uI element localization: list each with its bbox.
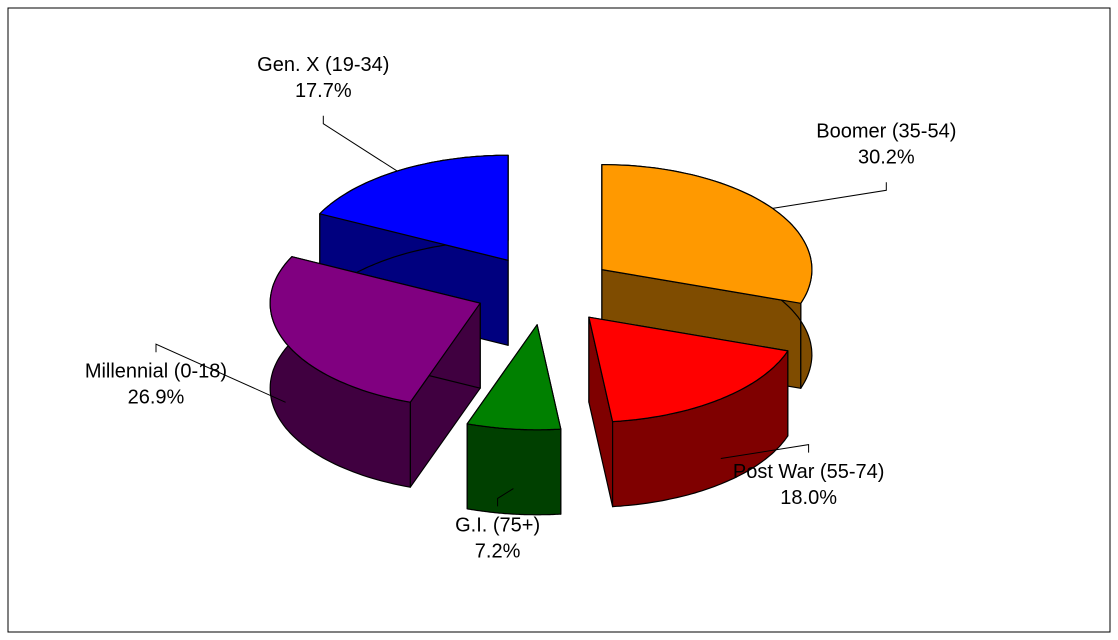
slice-top <box>269 256 481 403</box>
leader-line <box>155 343 286 403</box>
slice-label: Millennial (0-18) <box>85 360 227 382</box>
chart-frame <box>7 7 1111 633</box>
slice-top <box>588 316 789 423</box>
leader-line <box>497 488 514 507</box>
slice-label: G.I. (75+) <box>455 515 540 537</box>
slice-label: Post War (55-74) <box>733 461 885 483</box>
slice <box>588 316 789 508</box>
slice-top <box>466 324 562 431</box>
value-label: 30.2% <box>858 147 915 169</box>
slice-rim <box>466 423 562 516</box>
leader-line <box>720 444 810 459</box>
value-label: 7.2% <box>475 541 521 563</box>
value-label: 18.0% <box>780 487 837 509</box>
slice-label: Gen. X (19-34) <box>257 54 389 76</box>
value-label: 26.9% <box>128 386 185 408</box>
leader-line <box>322 115 398 172</box>
value-label: 17.7% <box>295 80 352 102</box>
slice-label: Boomer (35-54) <box>816 121 956 143</box>
leader-line <box>772 182 887 209</box>
slice <box>269 256 481 488</box>
slice <box>466 324 562 516</box>
